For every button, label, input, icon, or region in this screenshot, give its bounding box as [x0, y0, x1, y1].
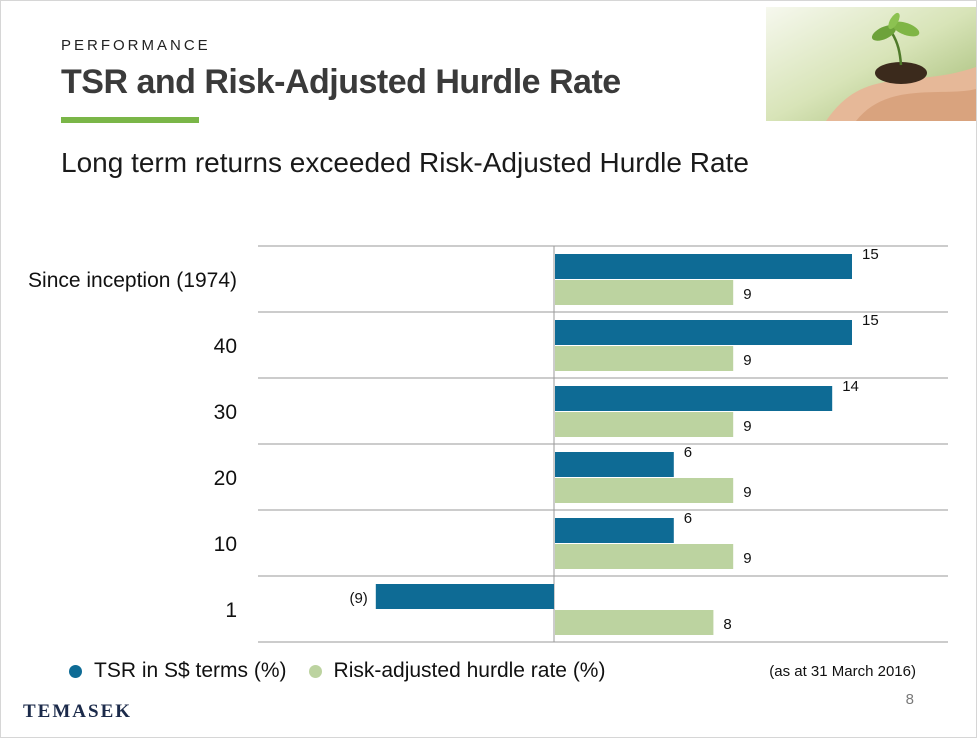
bar-chart: Since inception (1974) 15 9 40 15 9 30 14 9 20 6 9 1…	[28, 245, 948, 643]
tsr-bar	[375, 584, 554, 609]
legend: TSR in S$ terms (%) Risk-adjusted hurdle…	[69, 659, 627, 683]
category-label: 10	[214, 533, 237, 556]
legend-marker-hurdle	[308, 664, 322, 678]
hurdle-value-label: 9	[743, 418, 751, 435]
category-label: 40	[214, 335, 237, 358]
hurdle-bar	[555, 610, 714, 635]
tsr-bar	[555, 518, 674, 543]
title-underline	[61, 117, 199, 123]
hands-seedling-photo	[766, 7, 976, 121]
page-subtitle: Long term returns exceeded Risk-Adjusted…	[61, 147, 749, 178]
legend-marker-tsr	[69, 664, 82, 678]
as-at-note: (as at 31 March 2016)	[769, 663, 916, 680]
category-label: 20	[214, 467, 237, 490]
temasek-logo: TEMASEK	[23, 701, 133, 722]
tsr-value-label: 15	[862, 312, 879, 329]
section-eyebrow: PERFORMANCE	[61, 37, 211, 54]
tsr-value-label: 15	[862, 246, 879, 263]
category-label: 30	[214, 401, 237, 424]
tsr-value-label: (9)	[349, 590, 367, 607]
tsr-value-label: 6	[684, 444, 692, 461]
tsr-bar	[555, 386, 833, 411]
hurdle-value-label: 9	[743, 484, 751, 501]
category-label: 1	[225, 599, 237, 622]
hurdle-bar	[555, 346, 734, 371]
tsr-bar	[555, 320, 852, 345]
tsr-value-label: 6	[684, 510, 692, 527]
hurdle-value-label: 9	[743, 286, 751, 303]
hurdle-value-label: 8	[723, 616, 731, 633]
tsr-bar	[555, 452, 674, 477]
legend-item-tsr: TSR in S$ terms (%)	[69, 659, 287, 683]
legend-label-hurdle: Risk-adjusted hurdle rate (%)	[333, 659, 606, 682]
category-label: Since inception (1974)	[28, 269, 237, 292]
hurdle-value-label: 9	[743, 352, 751, 369]
hurdle-bar	[555, 478, 734, 503]
tsr-bar	[555, 254, 852, 279]
page-title: TSR and Risk-Adjusted Hurdle Rate	[61, 63, 621, 101]
hurdle-bar	[555, 280, 734, 305]
hurdle-value-label: 9	[743, 550, 751, 567]
page-number: 8	[905, 691, 914, 708]
hurdle-bar	[555, 412, 734, 437]
hurdle-bar	[555, 544, 734, 569]
legend-label-tsr: TSR in S$ terms (%)	[94, 659, 287, 682]
legend-item-hurdle: Risk-adjusted hurdle rate (%)	[308, 659, 606, 683]
tsr-value-label: 14	[842, 378, 859, 395]
